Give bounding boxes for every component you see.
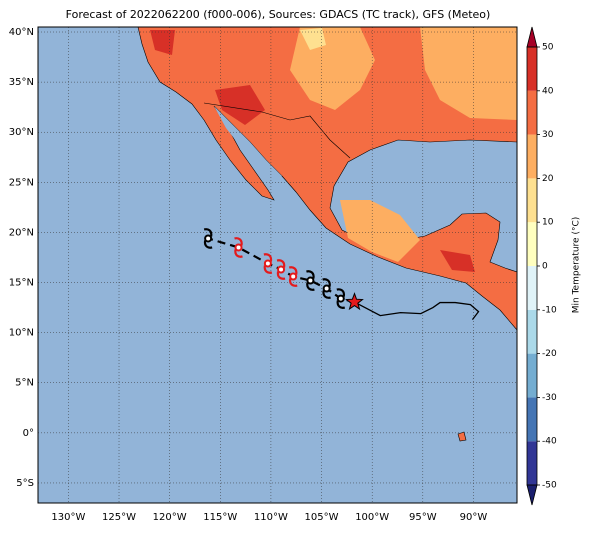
land-hot-patch xyxy=(215,85,265,125)
colorbar-under xyxy=(526,484,538,506)
colorbar-bin xyxy=(527,397,537,442)
storm-symbol xyxy=(263,253,273,274)
storm-eye xyxy=(277,265,286,274)
y-tick-label: 10°N xyxy=(9,328,34,339)
land xyxy=(137,27,517,442)
colorbar-tick-label: -50 xyxy=(542,481,557,491)
y-tick-label: 30°N xyxy=(9,127,34,138)
past-track xyxy=(354,301,480,321)
colorbar-bin xyxy=(527,309,537,354)
storm-arm xyxy=(263,265,273,274)
storm-arm xyxy=(288,278,298,287)
storm-eye xyxy=(234,243,243,252)
storm-arm xyxy=(322,278,331,287)
colorbar-tick-label: 30 xyxy=(542,130,554,140)
colorbar-over xyxy=(526,26,538,48)
colorbar-tick-label: 20 xyxy=(542,174,554,184)
storm-eye xyxy=(289,272,298,281)
storm-arm xyxy=(306,282,315,291)
colorbar-bin xyxy=(527,47,537,91)
storm-position xyxy=(345,292,364,311)
colorbar-tick-label: 10 xyxy=(542,218,554,228)
storm-arm xyxy=(276,271,286,280)
x-tick-label: 95°W xyxy=(409,512,437,523)
colorbar-bin xyxy=(527,266,537,310)
storm-eye xyxy=(263,259,272,268)
colorbar-label: Min Temperature (°C) xyxy=(572,217,582,314)
colorbar-bin xyxy=(527,441,537,485)
title: Forecast of 2022062200 (f000-006), Sourc… xyxy=(66,8,491,21)
y-tick-label: 25°N xyxy=(9,177,34,188)
x-tick-label: 90°W xyxy=(460,512,488,523)
storm-arm xyxy=(288,266,298,275)
land-warm-patch xyxy=(340,200,420,262)
storm-symbol xyxy=(306,270,315,291)
storm-eye xyxy=(306,276,315,285)
land-hot-patch xyxy=(440,250,475,272)
colorbar-tick-label: -10 xyxy=(542,305,557,315)
storm-arm xyxy=(203,240,213,249)
storm-arm xyxy=(336,300,346,309)
y-tick-label: 20°N xyxy=(9,227,34,238)
storm-arm xyxy=(336,288,346,297)
land-warm-patch xyxy=(420,27,517,120)
storm-symbol xyxy=(322,278,331,299)
storm-eye xyxy=(336,294,345,303)
storm-arm xyxy=(203,228,213,237)
storm-arm xyxy=(234,237,243,246)
storm-arm xyxy=(234,249,243,258)
storm-eye xyxy=(322,284,331,293)
x-tick-label: 110°W xyxy=(254,512,288,523)
storm-symbol xyxy=(203,228,213,249)
colorbar-bin xyxy=(527,222,537,266)
colorbar-bin xyxy=(527,90,537,135)
storm-symbol xyxy=(336,288,346,309)
colorbar-tick-label: -30 xyxy=(542,393,557,403)
x-tick-label: 130°W xyxy=(51,512,85,523)
storm-eye xyxy=(204,234,213,243)
colorbar-tick-label: 40 xyxy=(542,86,554,96)
colorbar-tick-label: 50 xyxy=(542,43,554,53)
storm-symbol xyxy=(276,259,286,280)
plot-frame xyxy=(37,26,518,504)
y-tick-label: 40°N xyxy=(9,27,34,38)
gulf-of-california xyxy=(214,106,282,178)
colorbar-bin xyxy=(527,178,537,223)
x-tick-label: 105°W xyxy=(305,512,339,523)
x-tick-label: 100°W xyxy=(355,512,389,523)
storm-arm xyxy=(322,290,331,299)
land-hot-patch xyxy=(150,30,175,55)
colorbar-tick-label: -20 xyxy=(542,349,557,359)
colorbar-bin xyxy=(527,353,537,398)
colorbar-tick-label: 0 xyxy=(542,262,548,272)
storm-symbol xyxy=(234,237,243,258)
storm-arm xyxy=(306,270,315,279)
colorbar-tick-label: -40 xyxy=(542,437,557,447)
colorbar-bin xyxy=(527,134,537,179)
storm-arm xyxy=(276,259,286,268)
x-tick-label: 120°W xyxy=(153,512,187,523)
storm-arm xyxy=(263,253,273,262)
storm-symbol xyxy=(288,266,298,287)
border-line xyxy=(203,102,351,159)
y-tick-label: 5°N xyxy=(15,378,34,389)
y-tick-label: 15°N xyxy=(9,278,34,289)
x-tick-label: 125°W xyxy=(102,512,136,523)
x-tick-label: 115°W xyxy=(203,512,237,523)
y-tick-label: 35°N xyxy=(9,77,34,88)
y-tick-label: 0° xyxy=(23,428,34,439)
y-tick-label: 5°S xyxy=(16,478,34,489)
land-cool-patch xyxy=(300,28,326,50)
